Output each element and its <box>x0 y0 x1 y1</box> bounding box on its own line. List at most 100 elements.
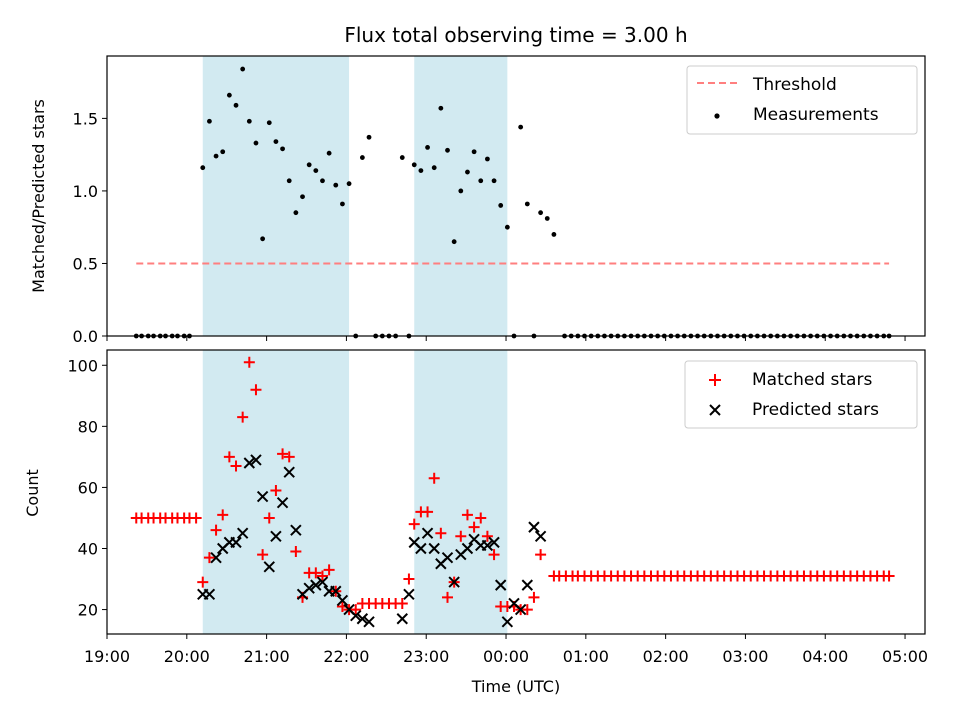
measurement-point <box>233 102 239 108</box>
ratio-panel: 0.0 0.5 1.0 1.5 Matched/Predicted stars Thr… <box>29 55 926 346</box>
matched-point <box>481 530 493 542</box>
matched-point <box>468 521 480 533</box>
predicted-point <box>461 542 474 555</box>
ratio-panel-ylabel: Matched/Predicted stars <box>29 99 48 293</box>
x-tick-label: 21:00 <box>244 647 290 666</box>
measurement-point <box>418 168 424 174</box>
measurement-point <box>524 201 530 207</box>
predicted-point <box>203 588 216 601</box>
matched-point <box>535 549 547 561</box>
predicted-point <box>514 603 527 616</box>
ratio-ytick-label: 1.0 <box>73 182 98 201</box>
predicted-point <box>501 616 514 628</box>
measurement-point <box>491 178 497 184</box>
count-legend-box <box>684 360 918 429</box>
predicted-point <box>263 561 275 573</box>
predicted-point <box>481 539 494 552</box>
matched-legend-swatch <box>709 374 721 386</box>
ratio-shaded-interval <box>414 56 508 336</box>
predicted-point <box>363 616 375 628</box>
predicted-point <box>270 530 282 542</box>
predicted-point <box>250 454 262 466</box>
predicted-point <box>403 588 415 601</box>
matched-point <box>290 546 302 558</box>
measurement-point <box>253 140 259 146</box>
count-ytick-label: 60 <box>78 478 98 497</box>
measurement-point <box>538 210 544 216</box>
matched-point <box>488 549 500 561</box>
measurement-point <box>359 155 365 160</box>
measurement-point <box>425 144 430 150</box>
predicted-legend-label: Predicted stars <box>752 400 879 420</box>
matched-point <box>350 604 362 616</box>
x-axis-label: Time (UTC) <box>471 677 560 696</box>
measurement-point <box>518 124 524 130</box>
ratio-ytick-label: 1.5 <box>73 109 98 128</box>
matched-point <box>422 506 434 518</box>
measurement-point <box>260 236 266 242</box>
ratio-panel-frame <box>106 55 926 337</box>
x-tick-label: 03:00 <box>722 647 768 666</box>
chart-title: Flux total observing time = 3.00 h <box>344 23 687 47</box>
count-shaded-interval <box>414 350 508 634</box>
ratio-ytick-label: 0.0 <box>73 327 98 346</box>
predicted-point <box>336 594 349 607</box>
measurement-point <box>286 178 292 184</box>
measurement-point <box>240 66 246 72</box>
predicted-point <box>310 579 322 591</box>
ratio-legend: Threshold Measurements <box>686 65 918 135</box>
matched-point <box>435 527 447 539</box>
matched-point <box>283 451 295 463</box>
predicted-point <box>448 576 460 588</box>
measurement-point <box>306 162 312 168</box>
measurement-point <box>471 149 477 155</box>
matched-point <box>237 411 249 423</box>
count-ytick-label: 80 <box>78 417 98 436</box>
measurement-point <box>300 194 305 200</box>
x-tick-label: 22:00 <box>323 647 369 666</box>
predicted-point <box>243 457 256 469</box>
predicted-point <box>236 527 249 539</box>
matched-point <box>310 567 322 579</box>
measurement-point <box>226 92 232 98</box>
matched-point <box>243 356 255 368</box>
count-panel-frame <box>106 349 926 635</box>
measurement-point <box>458 188 464 194</box>
predicted-point <box>494 579 507 591</box>
measurement-point <box>333 182 339 188</box>
predicted-point <box>256 490 269 503</box>
predicted-point <box>521 579 534 591</box>
predicted-point <box>528 521 540 533</box>
matched-point <box>270 484 282 496</box>
matched-point <box>475 512 487 524</box>
measurement-point <box>293 210 299 216</box>
predicted-point <box>488 536 500 549</box>
matched-legend-label: Matched stars <box>752 370 872 390</box>
ratio-shaded-interval <box>202 56 350 336</box>
matched-point <box>521 604 533 616</box>
measurement-point <box>366 134 372 140</box>
measurement-point <box>340 201 345 207</box>
predicted-point <box>290 524 302 536</box>
measurement-point <box>346 181 352 187</box>
measurement-point <box>485 156 490 162</box>
predicted-point <box>350 609 362 622</box>
matched-point <box>223 451 235 463</box>
count-panel-ylabel: Count <box>23 469 42 517</box>
measurement-point <box>213 153 219 159</box>
matched-point <box>408 518 420 530</box>
matched-point <box>230 460 242 472</box>
matched-point <box>442 591 454 603</box>
measurement-point <box>273 139 279 144</box>
measurement-point <box>246 118 252 124</box>
measurement-point <box>445 147 450 153</box>
measurement-legend-swatch <box>714 113 720 119</box>
predicted-point <box>210 551 222 564</box>
measurement-point <box>399 155 405 160</box>
count-ytick-label: 20 <box>78 601 98 620</box>
predicted-point <box>276 496 289 509</box>
measurement-point <box>320 178 325 184</box>
matched-point <box>277 448 289 460</box>
predicted-point <box>230 536 242 549</box>
